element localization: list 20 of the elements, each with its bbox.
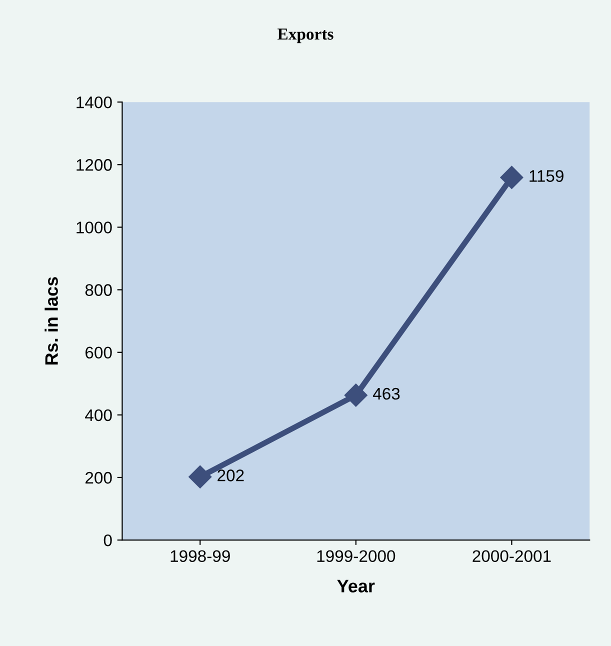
data-label: 463 [372, 388, 400, 400]
y-axis-title: Rs. in lacs [44, 277, 58, 365]
x-tick-label: 1999-2000 [317, 550, 396, 562]
x-tick-label: 2000-2001 [472, 550, 551, 562]
y-tick-label: 200 [86, 472, 112, 484]
y-tick-label: 1000 [76, 222, 112, 234]
x-tick-label: 1998-99 [170, 550, 230, 562]
y-tick-label: 1400 [76, 96, 112, 108]
chart-title: Exports [278, 28, 334, 44]
point [344, 384, 368, 407]
y-tick-label: 0 [104, 534, 112, 546]
y-tick-label: 1200 [76, 159, 112, 171]
point [500, 166, 524, 189]
data-label: 202 [218, 470, 244, 482]
data-label: 1159 [530, 170, 564, 182]
point [188, 465, 212, 488]
x-axis-title: Year [337, 580, 375, 592]
y-tick-label: 800 [85, 284, 112, 296]
y-tick-label: 600 [86, 346, 112, 359]
y-tick-label: 400 [85, 409, 112, 422]
